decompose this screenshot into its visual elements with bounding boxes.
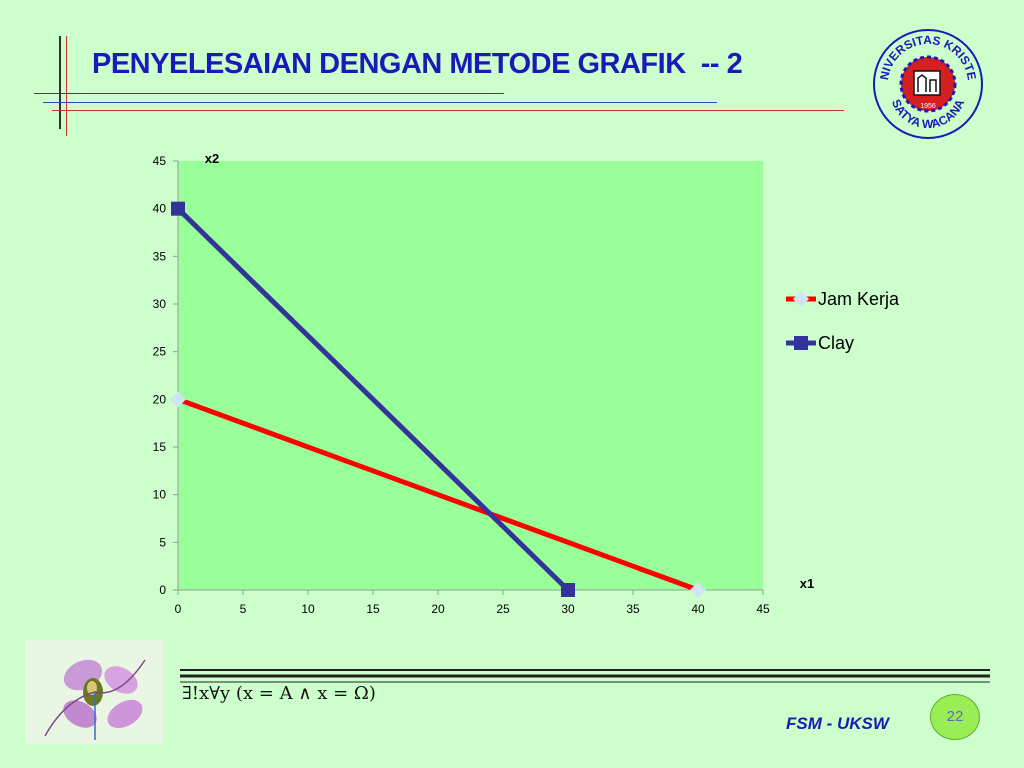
y-tick-label: 40 (153, 202, 167, 216)
y-tick-label: 10 (153, 488, 167, 502)
x-tick-label: 25 (496, 602, 510, 616)
x-tick-label: 0 (175, 602, 182, 616)
y-tick-label: 45 (153, 154, 167, 168)
series-line-clay (176, 206, 570, 592)
data-point-jam-kerja (170, 391, 186, 408)
y-tick-label: 15 (153, 440, 167, 454)
y-axis-title: x2 (205, 151, 219, 166)
y-tick-label: 30 (153, 297, 167, 311)
y-tick-label: 20 (153, 392, 167, 406)
legend-marker (793, 291, 809, 307)
x-tick-label: 15 (366, 602, 380, 616)
x-tick-label: 30 (561, 602, 575, 616)
decor-horizontal-line-dark (34, 93, 504, 94)
logic-formula: ∃!x∀y (x = A ∧ x = Ω) (182, 683, 376, 704)
x-tick-label: 35 (626, 602, 640, 616)
data-point-clay (171, 201, 185, 216)
data-point-clay (561, 583, 575, 597)
y-tick-label: 0 (159, 583, 166, 597)
x-tick-label: 45 (756, 602, 770, 616)
line-chart: 0 5 10 15 20 25 30 35 40 45 0 5 10 15 20 25 30 35 40 45 x2 x1… (153, 151, 900, 616)
page-number-badge: 22 (930, 694, 980, 740)
decor-vertical-line-dark (59, 36, 61, 129)
legend-label: Jam Kerja (818, 289, 900, 309)
footer-label: FSM - UKSW (786, 714, 889, 733)
x-axis-title: x1 (800, 576, 814, 591)
logo-year: 1956 (920, 103, 936, 110)
series-line-jam-kerja (177, 396, 699, 593)
y-tick-label: 35 (153, 249, 167, 263)
x-tick-label: 5 (240, 602, 247, 616)
x-tick-label: 40 (691, 602, 705, 616)
legend-label: Clay (818, 333, 854, 353)
x-tick-label: 20 (431, 602, 445, 616)
x-tick-label: 10 (301, 602, 315, 616)
decor-vertical-line-red (66, 36, 67, 136)
data-point-jam-kerja (690, 582, 706, 598)
y-tick-label: 25 (153, 345, 167, 359)
page-title: PENYELESAIAN DENGAN METODE GRAFIK -- 2 (92, 48, 743, 80)
decor-horizontal-line-blue (43, 102, 717, 103)
legend-marker (794, 336, 808, 350)
y-tick-label: 5 (159, 535, 166, 549)
university-logo: UNIVERSITAS KRISTEN SATYA WACANA 1956 (872, 28, 983, 139)
flower-fractal-image (25, 640, 163, 744)
decor-horizontal-line-red (52, 110, 844, 111)
plot-area (178, 161, 763, 590)
